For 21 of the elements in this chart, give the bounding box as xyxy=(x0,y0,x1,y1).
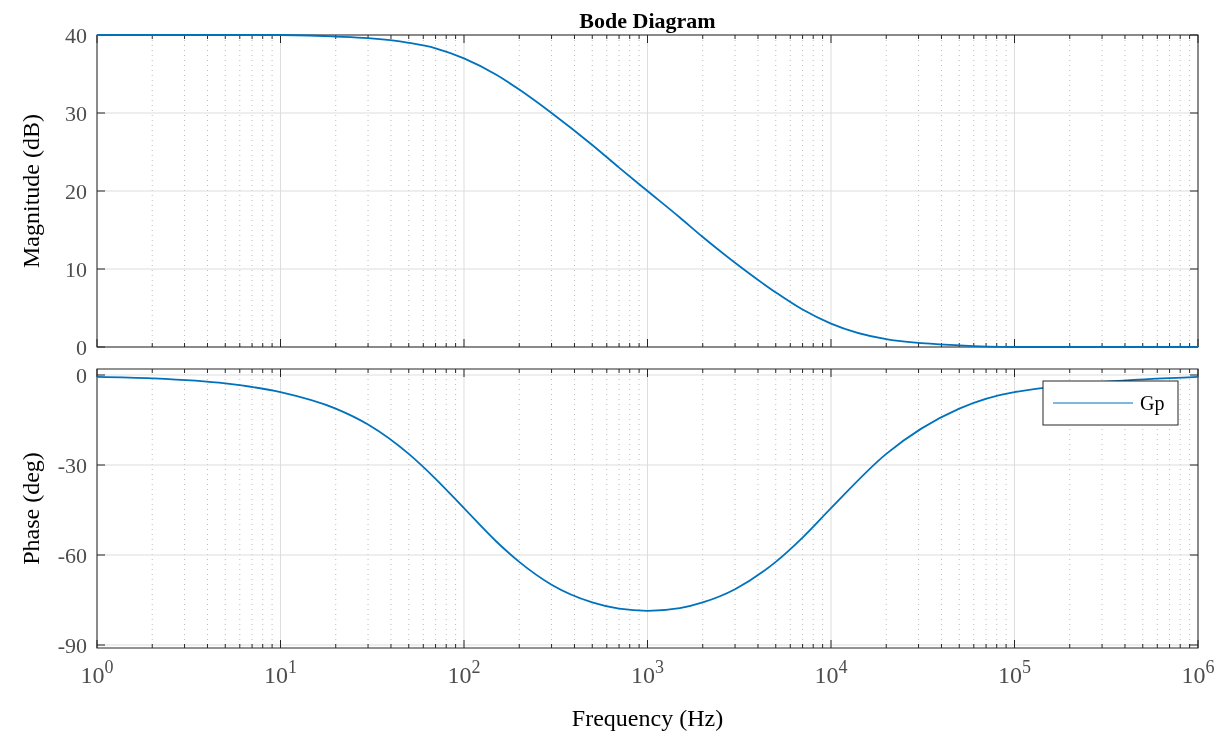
y-tick-label: 0 xyxy=(76,363,87,388)
y-axis-title: Phase (deg) xyxy=(18,452,44,565)
legend-label: Gp xyxy=(1140,392,1165,415)
y-tick-label: 20 xyxy=(65,179,87,204)
y-tick-label: 10 xyxy=(65,257,87,282)
y-axis-title: Magnitude (dB) xyxy=(18,114,44,268)
x-tick-label: 10$^{0}$ xyxy=(80,657,114,688)
y-tick-label: 40 xyxy=(65,23,87,48)
x-tick-label: 10$^{3}$ xyxy=(631,657,664,688)
chart-title: Bode Diagram xyxy=(579,8,716,33)
x-tick-label: 10$^{4}$ xyxy=(814,657,848,688)
y-tick-label: -60 xyxy=(57,543,87,568)
y-tick-label: 30 xyxy=(65,101,87,126)
x-tick-label: 10$^{5}$ xyxy=(998,657,1031,688)
x-tick-label: 10$^{6}$ xyxy=(1181,657,1215,688)
y-tick-label: 0 xyxy=(76,335,87,360)
y-tick-label: -30 xyxy=(57,453,87,478)
y-tick-label: -90 xyxy=(57,633,87,658)
x-tick-label: 10$^{2}$ xyxy=(447,657,481,688)
x-axis-title: Frequency (Hz) xyxy=(571,705,724,731)
x-tick-label: 10$^{1}$ xyxy=(264,657,297,688)
